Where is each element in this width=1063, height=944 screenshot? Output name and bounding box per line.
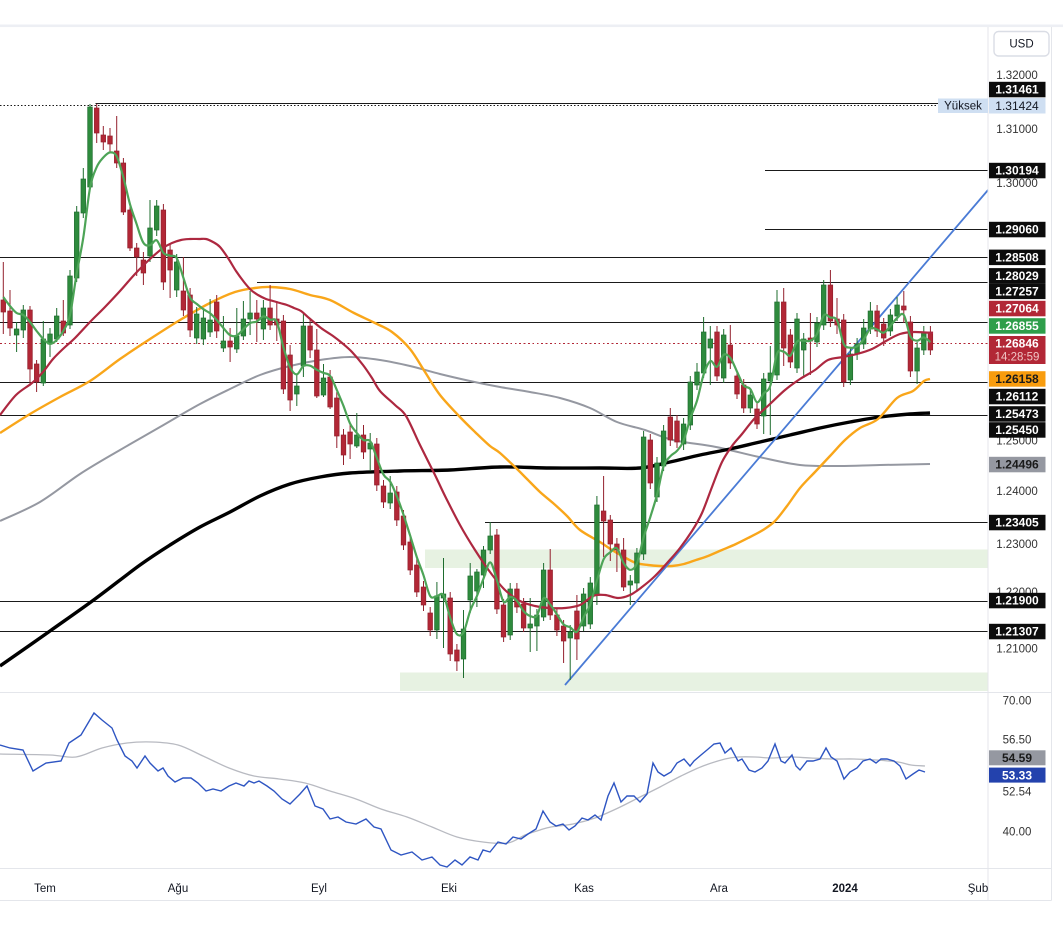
svg-text:1.29060: 1.29060 <box>995 223 1039 237</box>
svg-text:2024: 2024 <box>832 883 858 895</box>
svg-text:1.27064: 1.27064 <box>995 302 1039 316</box>
svg-text:1.31424: 1.31424 <box>995 99 1039 113</box>
svg-text:52.54: 52.54 <box>1003 787 1032 799</box>
svg-text:1.25473: 1.25473 <box>995 407 1039 421</box>
svg-text:70.00: 70.00 <box>1003 696 1032 708</box>
svg-text:Kas: Kas <box>574 883 594 895</box>
svg-text:1.23000: 1.23000 <box>996 539 1038 551</box>
svg-text:1.31000: 1.31000 <box>996 124 1038 136</box>
svg-text:Ara: Ara <box>710 883 729 895</box>
svg-text:1.21307: 1.21307 <box>995 625 1039 639</box>
svg-text:1.30194: 1.30194 <box>995 164 1039 178</box>
svg-text:1.28029: 1.28029 <box>995 269 1039 283</box>
svg-text:1.26846: 1.26846 <box>995 337 1039 351</box>
svg-text:1.24496: 1.24496 <box>995 458 1039 472</box>
svg-text:53.33: 53.33 <box>1002 768 1032 782</box>
svg-text:1.26112: 1.26112 <box>996 390 1039 404</box>
svg-text:1.21000: 1.21000 <box>996 644 1038 656</box>
svg-text:40.00: 40.00 <box>1003 826 1032 838</box>
svg-text:14:28:59: 14:28:59 <box>995 352 1040 364</box>
svg-text:1.31461: 1.31461 <box>995 83 1039 97</box>
svg-text:Yüksek: Yüksek <box>944 101 982 113</box>
svg-text:Ağu: Ağu <box>168 883 188 895</box>
svg-text:1.25450: 1.25450 <box>995 423 1039 437</box>
svg-text:1.26855: 1.26855 <box>995 319 1039 333</box>
svg-text:Eki: Eki <box>441 883 457 895</box>
svg-text:1.21900: 1.21900 <box>995 594 1039 608</box>
svg-text:1.28508: 1.28508 <box>995 251 1039 265</box>
svg-text:54.59: 54.59 <box>1002 751 1032 765</box>
svg-text:1.24000: 1.24000 <box>996 486 1038 498</box>
svg-text:1.23405: 1.23405 <box>995 516 1039 530</box>
svg-text:Tem: Tem <box>34 883 56 895</box>
svg-text:1.30000: 1.30000 <box>996 178 1038 190</box>
svg-text:1.26158: 1.26158 <box>995 372 1039 386</box>
svg-text:1.32000: 1.32000 <box>996 70 1038 82</box>
svg-text:USD: USD <box>1009 39 1033 51</box>
svg-text:Eyl: Eyl <box>311 883 327 895</box>
svg-text:56.50: 56.50 <box>1003 734 1032 746</box>
svg-text:1.25000: 1.25000 <box>996 436 1038 448</box>
svg-text:1.27257: 1.27257 <box>995 285 1039 299</box>
svg-text:Şub: Şub <box>968 883 988 895</box>
